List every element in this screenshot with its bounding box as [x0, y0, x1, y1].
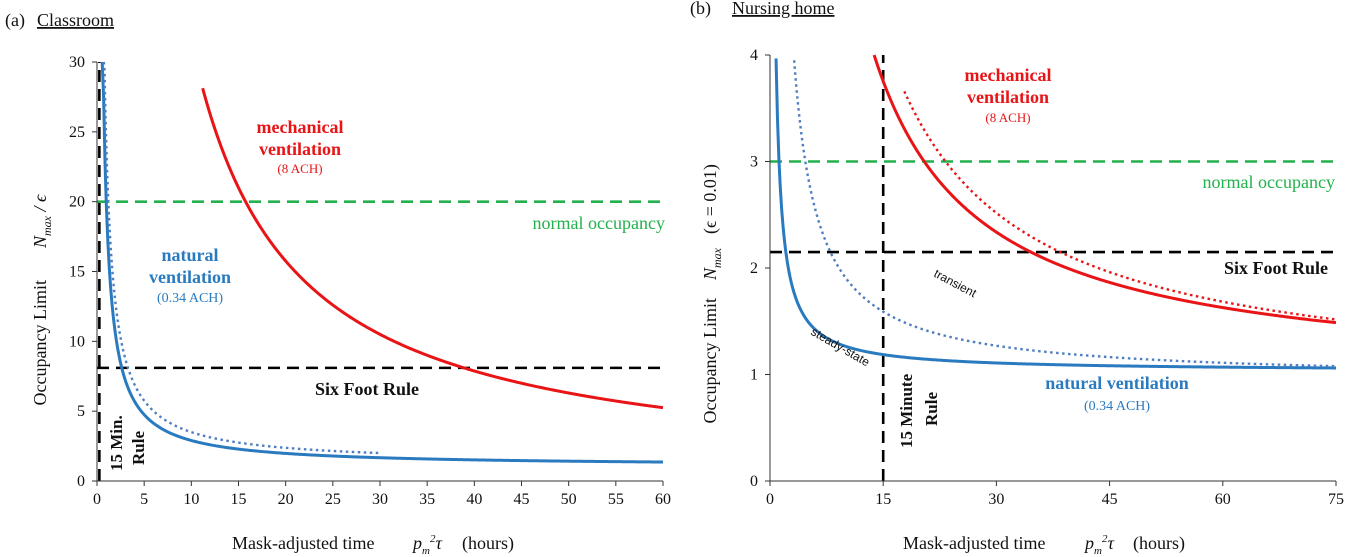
panel-b-x-tick-label: 0	[766, 491, 774, 508]
panel-a-series-nat	[100, 61, 664, 464]
panel-a-y-axis-label: Occupancy Limit Nmax / ϵ	[30, 194, 54, 405]
panel-b-y-tick-label: 1	[750, 367, 758, 384]
panel-a-y-tick-label: 5	[77, 403, 85, 420]
panel-a-normal-label: normal occupancy	[533, 213, 665, 233]
panel-a-y-tick-label: 0	[77, 473, 85, 490]
panel-b-y-axis-label: Occupancy Limit Nmax (ϵ = 0.01)	[700, 164, 724, 423]
panel-a-nat-ach: (0.34 ACH)	[157, 291, 223, 306]
panel-b-fifteen-2: Rule	[922, 392, 941, 426]
panel-b-xlabel-text: Mask-adjusted time	[903, 533, 1045, 553]
panel-b-ylabel-eps: (ϵ = 0.01)	[700, 164, 721, 234]
panel-b-letter: (b)	[690, 0, 711, 19]
panel-a-x-tick-label: 35	[419, 491, 435, 508]
panel-a-ylabel-text: Occupancy Limit	[30, 280, 50, 405]
panel-a-nat-label-2: ventilation	[149, 267, 231, 287]
panel-a-x-tick-label: 50	[561, 491, 577, 508]
panel-a-fifteen-1: 15 Min.	[107, 415, 126, 471]
panel-b-six-foot-label: Six Foot Rule	[1224, 258, 1328, 278]
panel-a-letter: (a)	[5, 10, 25, 31]
panel-a-fifteen-2: Rule	[129, 431, 148, 465]
panel-b-y-tick-label: 2	[750, 260, 758, 277]
panel-b-y-tick-label: 3	[750, 154, 758, 171]
panel-b-x-tick-label: 75	[1328, 491, 1344, 508]
panel-a-y-tick-label: 25	[69, 124, 85, 141]
panel-a-xlabel-unit: (hours)	[462, 533, 514, 554]
panel-b-fifteen-label: 15 Minute Rule	[897, 373, 941, 448]
panel-b-x-tick-label: 15	[875, 491, 891, 508]
panel-b-transient-label: transient	[932, 266, 980, 300]
panel-a-y-tick-label: 10	[69, 333, 85, 350]
panel-b-x-tick-label: 45	[1102, 491, 1118, 508]
panel-b-mech-ach: (8 ACH)	[985, 110, 1030, 125]
panel-b: (b) Nursing home 0 15 30 45 60 75 0 1 2 3 4 Occupa…	[690, 0, 1344, 557]
panel-a-x-tick-label: 10	[183, 491, 199, 508]
panel-a-ylabel-math: Nmax / ϵ	[30, 194, 54, 249]
panel-b-series-mech-dot	[903, 90, 1337, 321]
panel-a-fifteen-label: 15 Min. Rule	[107, 415, 148, 471]
panel-b-nat-label: natural ventilation	[1045, 373, 1189, 393]
panel-a: (a) Classroom 0 5 10 15 20 25 30 35 40 45 50 55 60 0 5…	[5, 10, 671, 557]
panel-b-nat-ach: (0.34 ACH)	[1084, 399, 1150, 414]
panel-a-y-tick-label: 30	[69, 54, 85, 71]
panel-a-nat-label-1: natural	[161, 245, 218, 265]
panel-b-normal-label: normal occupancy	[1203, 172, 1335, 192]
panel-b-series-nat	[774, 58, 1337, 370]
panel-b-mech-label-2: ventilation	[967, 87, 1049, 107]
panel-a-y-tick-label: 15	[69, 264, 85, 281]
panel-a-xlabel-math: pm2τ	[411, 533, 442, 557]
panel-a-x-tick-label: 0	[93, 491, 101, 508]
panel-a-six-foot-label: Six Foot Rule	[315, 379, 419, 399]
panel-b-xlabel-unit: (hours)	[1133, 533, 1185, 554]
panel-b-x-tick-label: 60	[1215, 491, 1231, 508]
panel-a-y-tick-label: 20	[69, 194, 85, 211]
panel-a-title: Classroom	[37, 10, 114, 30]
panel-a-x-tick-label: 25	[325, 491, 341, 508]
panel-b-ylabel-math: Nmax	[700, 247, 724, 281]
panel-a-xlabel-text: Mask-adjusted time	[232, 533, 374, 553]
panel-b-fifteen-1: 15 Minute	[897, 373, 916, 448]
panel-b-xlabel-math: pm2τ	[1083, 533, 1114, 557]
panel-b-ylabel-text: Occupancy Limit	[700, 298, 720, 423]
panel-b-y-tick-label: 0	[750, 473, 758, 490]
panel-a-mech-label-2: ventilation	[259, 139, 341, 159]
panel-a-x-tick-label: 20	[278, 491, 294, 508]
panel-a-x-tick-label: 30	[372, 491, 388, 508]
panel-a-series-nat-dot	[102, 61, 381, 455]
panel-a-mech-ach: (8 ACH)	[277, 161, 322, 176]
panel-a-x-tick-label: 45	[514, 491, 530, 508]
panel-b-y-tick-label: 4	[750, 47, 758, 64]
panel-b-series-mech	[872, 54, 1337, 325]
panel-a-x-tick-label: 60	[655, 491, 671, 508]
panel-a-series-mech	[201, 87, 664, 410]
panel-a-x-tick-label: 15	[231, 491, 247, 508]
panel-b-steady-label: steady-state	[809, 324, 873, 369]
panel-b-title: Nursing home	[732, 0, 835, 18]
panel-a-x-tick-label: 55	[608, 491, 624, 508]
panel-a-x-tick-label: 40	[466, 491, 482, 508]
panel-a-mech-label-1: mechanical	[257, 117, 344, 137]
panel-b-series-nat-dot	[792, 60, 1337, 368]
panel-b-x-tick-label: 30	[988, 491, 1004, 508]
panel-b-mech-label-1: mechanical	[965, 65, 1052, 85]
panel-a-x-tick-label: 5	[140, 491, 148, 508]
